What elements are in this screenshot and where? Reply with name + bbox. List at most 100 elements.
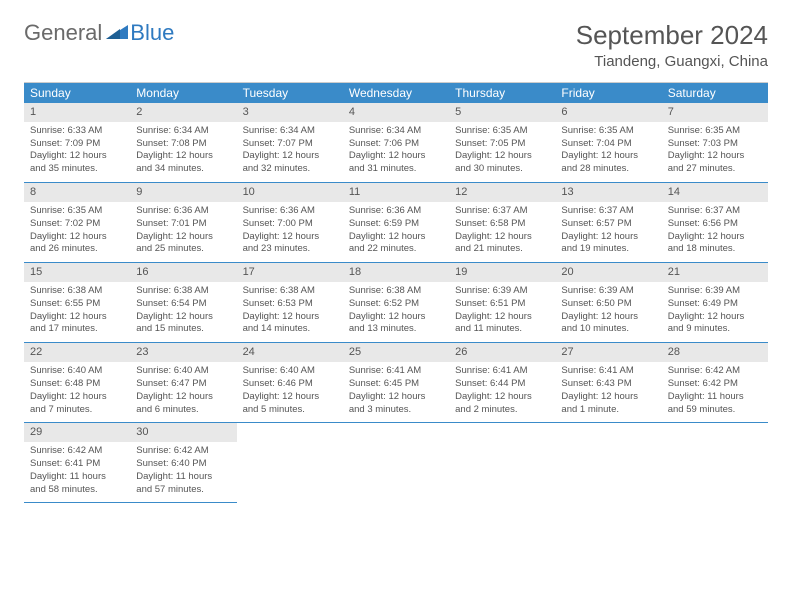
day-body: Sunrise: 6:35 AMSunset: 7:03 PMDaylight:… [662, 122, 768, 182]
day-sunrise: Sunrise: 6:41 AM [455, 365, 549, 378]
day-cell: 21Sunrise: 6:39 AMSunset: 6:49 PMDayligh… [662, 263, 768, 343]
day-sunset: Sunset: 7:01 PM [136, 218, 230, 231]
day-number: 11 [343, 183, 449, 202]
day-cell: 6Sunrise: 6:35 AMSunset: 7:04 PMDaylight… [555, 103, 661, 183]
day-sunset: Sunset: 7:00 PM [243, 218, 337, 231]
day-dl1: Daylight: 12 hours [136, 150, 230, 163]
day-number: 7 [662, 103, 768, 122]
day-sunset: Sunset: 6:44 PM [455, 378, 549, 391]
day-sunset: Sunset: 6:52 PM [349, 298, 443, 311]
day-sunset: Sunset: 6:58 PM [455, 218, 549, 231]
day-dl1: Daylight: 12 hours [455, 150, 549, 163]
day-cell: 15Sunrise: 6:38 AMSunset: 6:55 PMDayligh… [24, 263, 130, 343]
day-dl1: Daylight: 12 hours [30, 311, 124, 324]
day-number: 9 [130, 183, 236, 202]
day-sunset: Sunset: 6:53 PM [243, 298, 337, 311]
day-number: 14 [662, 183, 768, 202]
day-body: Sunrise: 6:40 AMSunset: 6:47 PMDaylight:… [130, 362, 236, 422]
day-body: Sunrise: 6:40 AMSunset: 6:46 PMDaylight:… [237, 362, 343, 422]
day-sunset: Sunset: 7:05 PM [455, 138, 549, 151]
day-dl2: and 21 minutes. [455, 243, 549, 256]
day-cell: 19Sunrise: 6:39 AMSunset: 6:51 PMDayligh… [449, 263, 555, 343]
day-number: 30 [130, 423, 236, 442]
day-sunrise: Sunrise: 6:37 AM [668, 205, 762, 218]
day-dl2: and 22 minutes. [349, 243, 443, 256]
day-dl1: Daylight: 12 hours [349, 150, 443, 163]
day-sunset: Sunset: 6:59 PM [349, 218, 443, 231]
day-sunset: Sunset: 6:42 PM [668, 378, 762, 391]
day-body: Sunrise: 6:35 AMSunset: 7:05 PMDaylight:… [449, 122, 555, 182]
day-dl1: Daylight: 12 hours [243, 231, 337, 244]
day-sunrise: Sunrise: 6:41 AM [349, 365, 443, 378]
day-sunrise: Sunrise: 6:40 AM [243, 365, 337, 378]
day-dl2: and 25 minutes. [136, 243, 230, 256]
logo-text-blue: Blue [130, 20, 174, 46]
day-cell-empty [237, 423, 343, 503]
day-number: 5 [449, 103, 555, 122]
day-body: Sunrise: 6:34 AMSunset: 7:07 PMDaylight:… [237, 122, 343, 182]
day-number: 19 [449, 263, 555, 282]
day-body: Sunrise: 6:37 AMSunset: 6:56 PMDaylight:… [662, 202, 768, 262]
day-number: 6 [555, 103, 661, 122]
day-dl1: Daylight: 12 hours [455, 391, 549, 404]
day-sunrise: Sunrise: 6:40 AM [136, 365, 230, 378]
day-dl2: and 6 minutes. [136, 404, 230, 417]
day-cell-empty [662, 423, 768, 503]
day-body: Sunrise: 6:36 AMSunset: 6:59 PMDaylight:… [343, 202, 449, 262]
day-dl1: Daylight: 12 hours [561, 311, 655, 324]
day-cell: 26Sunrise: 6:41 AMSunset: 6:44 PMDayligh… [449, 343, 555, 423]
day-cell: 22Sunrise: 6:40 AMSunset: 6:48 PMDayligh… [24, 343, 130, 423]
day-body: Sunrise: 6:35 AMSunset: 7:02 PMDaylight:… [24, 202, 130, 262]
day-header: Wednesday [343, 83, 449, 103]
day-number: 12 [449, 183, 555, 202]
day-sunset: Sunset: 7:09 PM [30, 138, 124, 151]
day-header: Monday [130, 83, 236, 103]
day-header: Sunday [24, 83, 130, 103]
month-title: September 2024 [576, 20, 768, 51]
day-number: 18 [343, 263, 449, 282]
day-dl2: and 14 minutes. [243, 323, 337, 336]
day-sunrise: Sunrise: 6:35 AM [30, 205, 124, 218]
day-sunrise: Sunrise: 6:39 AM [455, 285, 549, 298]
day-dl1: Daylight: 12 hours [136, 391, 230, 404]
day-sunset: Sunset: 6:50 PM [561, 298, 655, 311]
day-body: Sunrise: 6:35 AMSunset: 7:04 PMDaylight:… [555, 122, 661, 182]
day-dl2: and 18 minutes. [668, 243, 762, 256]
day-sunrise: Sunrise: 6:38 AM [136, 285, 230, 298]
day-cell: 5Sunrise: 6:35 AMSunset: 7:05 PMDaylight… [449, 103, 555, 183]
day-dl2: and 19 minutes. [561, 243, 655, 256]
day-sunrise: Sunrise: 6:38 AM [243, 285, 337, 298]
day-number: 3 [237, 103, 343, 122]
day-dl2: and 15 minutes. [136, 323, 230, 336]
day-dl2: and 17 minutes. [30, 323, 124, 336]
day-body: Sunrise: 6:34 AMSunset: 7:06 PMDaylight:… [343, 122, 449, 182]
day-sunset: Sunset: 7:08 PM [136, 138, 230, 151]
day-dl2: and 5 minutes. [243, 404, 337, 417]
day-cell: 12Sunrise: 6:37 AMSunset: 6:58 PMDayligh… [449, 183, 555, 263]
day-cell: 30Sunrise: 6:42 AMSunset: 6:40 PMDayligh… [130, 423, 236, 503]
day-dl1: Daylight: 12 hours [30, 231, 124, 244]
day-cell: 13Sunrise: 6:37 AMSunset: 6:57 PMDayligh… [555, 183, 661, 263]
day-body: Sunrise: 6:39 AMSunset: 6:51 PMDaylight:… [449, 282, 555, 342]
day-sunset: Sunset: 6:45 PM [349, 378, 443, 391]
day-cell: 17Sunrise: 6:38 AMSunset: 6:53 PMDayligh… [237, 263, 343, 343]
day-cell: 27Sunrise: 6:41 AMSunset: 6:43 PMDayligh… [555, 343, 661, 423]
day-body: Sunrise: 6:38 AMSunset: 6:54 PMDaylight:… [130, 282, 236, 342]
day-dl1: Daylight: 12 hours [668, 231, 762, 244]
day-number: 4 [343, 103, 449, 122]
day-body: Sunrise: 6:42 AMSunset: 6:42 PMDaylight:… [662, 362, 768, 422]
day-cell: 4Sunrise: 6:34 AMSunset: 7:06 PMDaylight… [343, 103, 449, 183]
day-cell: 24Sunrise: 6:40 AMSunset: 6:46 PMDayligh… [237, 343, 343, 423]
day-body: Sunrise: 6:39 AMSunset: 6:50 PMDaylight:… [555, 282, 661, 342]
day-sunrise: Sunrise: 6:42 AM [136, 445, 230, 458]
day-number: 17 [237, 263, 343, 282]
header-right: September 2024 Tiandeng, Guangxi, China [576, 20, 768, 70]
day-sunrise: Sunrise: 6:34 AM [136, 125, 230, 138]
day-cell-empty [555, 423, 661, 503]
day-body: Sunrise: 6:34 AMSunset: 7:08 PMDaylight:… [130, 122, 236, 182]
day-dl2: and 31 minutes. [349, 163, 443, 176]
day-sunset: Sunset: 6:56 PM [668, 218, 762, 231]
day-cell-empty [449, 423, 555, 503]
day-dl2: and 28 minutes. [561, 163, 655, 176]
day-sunrise: Sunrise: 6:39 AM [561, 285, 655, 298]
